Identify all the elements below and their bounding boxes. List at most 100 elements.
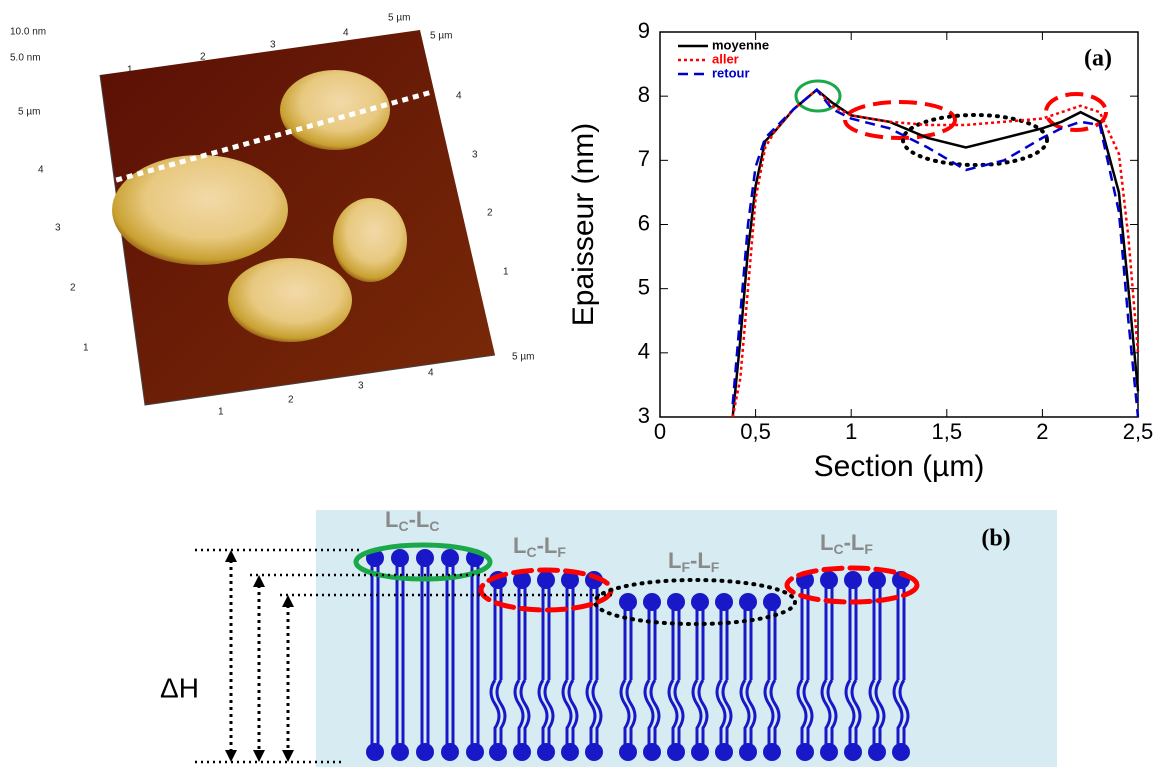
lipid-tail: [643, 679, 655, 752]
series-line: [731, 88, 1140, 418]
afm-axis-label: 4: [38, 165, 44, 176]
highlight: [784, 565, 920, 605]
label-text: -L: [690, 548, 711, 573]
domain-label: LC-LC: [385, 507, 439, 534]
lipid-head: [391, 743, 409, 761]
x-tick-label: 1: [845, 419, 857, 444]
highlight: [593, 578, 797, 626]
lipid-tail: [537, 679, 549, 752]
label-subscript: C: [398, 518, 408, 534]
domain-label: LC-LF: [513, 533, 566, 560]
plot-frame: [659, 31, 1139, 418]
lipid-head: [489, 743, 507, 761]
label-text: -L: [537, 533, 558, 558]
panel-label: (b): [981, 526, 1010, 552]
label-text: L: [385, 507, 398, 532]
lipid-head: [537, 571, 555, 589]
lipid-tail: [850, 679, 862, 752]
domain: [333, 198, 407, 282]
lipid-head: [416, 549, 434, 567]
lipid-tail: [826, 679, 838, 752]
lipid-head: [441, 549, 459, 567]
legend-label: aller: [712, 51, 739, 66]
afm-axis-label: 4: [456, 91, 462, 102]
delta-label: ΔH: [160, 672, 199, 703]
lipid-head: [391, 549, 409, 567]
label-text: -L: [409, 507, 430, 532]
lipid-head: [416, 743, 434, 761]
lipid-tail: [769, 679, 781, 752]
lipid-head: [820, 743, 838, 761]
label-subscript: F: [557, 544, 566, 560]
highlight: [353, 542, 493, 582]
afm-axis-label: 5 µm: [18, 107, 40, 118]
diagram-background: [316, 510, 1057, 767]
lipid-tail: [619, 679, 631, 752]
lipid-tail: [892, 679, 904, 752]
lipid-tail: [715, 679, 727, 752]
lipid-head: [619, 593, 637, 611]
afm-axis-label: 1: [127, 65, 133, 76]
lipid-head: [667, 593, 685, 611]
y-tick-label: 4: [638, 339, 650, 364]
section-line: [94, 89, 433, 189]
arrow-head: [282, 595, 294, 607]
afm-axis-label: 5.0 nm: [10, 53, 41, 64]
afm-axis-label: 3: [270, 40, 276, 51]
lipid-tail: [691, 679, 703, 752]
afm-axis-label: 5 µm: [512, 352, 534, 363]
arrow-head: [253, 750, 265, 762]
afm-axis-label: 2: [200, 52, 206, 63]
lipid-tail: [667, 679, 679, 752]
lipid-head: [868, 571, 886, 589]
lipid-head: [561, 743, 579, 761]
lipid-tail: [543, 679, 555, 752]
lipid-tail: [519, 679, 531, 752]
lipid-head: [820, 571, 838, 589]
lipid-head: [844, 743, 862, 761]
lipid-head: [868, 743, 886, 761]
lipid-head: [667, 743, 685, 761]
lipid-head: [763, 743, 781, 761]
afm-surface: [100, 30, 495, 405]
legend-label: retour: [712, 65, 750, 80]
lipid-tail: [796, 679, 808, 752]
series-line: [731, 88, 1140, 418]
lipid-tail: [763, 679, 775, 752]
lipid-tail: [844, 679, 856, 752]
lipid-tail: [489, 679, 501, 752]
lipid-tail: [585, 679, 597, 752]
arrow-head: [282, 750, 294, 762]
lipid-head: [513, 743, 531, 761]
lipid-tail: [495, 679, 507, 752]
domain: [280, 70, 390, 150]
x-tick-label: 1,5: [932, 419, 963, 444]
lipid-head: [796, 743, 814, 761]
label-subscript: C: [833, 541, 843, 557]
afm-axis-label: 3: [472, 150, 478, 161]
y-tick-label: 3: [638, 403, 650, 428]
lipid-head: [844, 571, 862, 589]
afm-axis-label: 5 µm: [388, 13, 410, 24]
afm-axis-label: 4: [428, 368, 434, 379]
lipid-head: [513, 571, 531, 589]
afm-axis-label: 3: [55, 223, 61, 234]
lipid-head: [691, 593, 709, 611]
label-subscript: F: [711, 559, 720, 575]
afm-axis-label: 2: [288, 395, 294, 406]
lipid-head: [739, 743, 757, 761]
x-tick-label: 2: [1036, 419, 1048, 444]
x-tick-label: 0: [654, 419, 666, 444]
y-tick-label: 9: [638, 18, 650, 43]
afm-axis-label: 1: [503, 267, 509, 278]
label-text: L: [513, 533, 526, 558]
label-subscript: F: [864, 541, 873, 557]
arrow-head: [253, 575, 265, 587]
lipid-tail: [874, 679, 886, 752]
afm-axis-label: 10.0 nm: [10, 27, 46, 38]
afm-axis-label: 2: [487, 208, 493, 219]
label-text: L: [668, 548, 681, 573]
arrow-head: [225, 750, 237, 762]
y-tick-label: 5: [638, 274, 650, 299]
